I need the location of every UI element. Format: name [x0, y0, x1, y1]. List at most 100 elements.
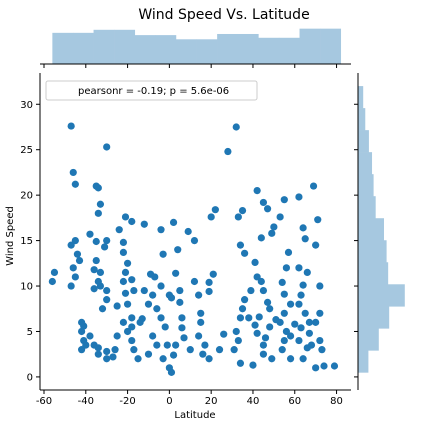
- scatter-point: [312, 364, 320, 372]
- scatter-point: [101, 243, 109, 251]
- scatter-point: [316, 309, 324, 317]
- scatter-point: [69, 264, 77, 272]
- y-hist-bar: [358, 306, 390, 329]
- scatter-point: [103, 355, 111, 363]
- scatter-point: [320, 362, 328, 370]
- scatter-point: [259, 198, 268, 207]
- scatter-point: [103, 143, 111, 151]
- scatter-point: [159, 355, 167, 363]
- scatter-point: [75, 256, 84, 265]
- scatter-point: [309, 182, 318, 190]
- scatter-point: [238, 206, 247, 215]
- y-hist-bar: [358, 196, 376, 219]
- scatter-point: [211, 206, 219, 214]
- scatter-point: [207, 213, 215, 221]
- scatter-point: [123, 327, 132, 336]
- y-tick-label: 25: [20, 145, 33, 156]
- x-hist-bar: [237, 33, 259, 64]
- x-tick-label: 40: [247, 396, 260, 407]
- chart-title: Wind Speed Vs. Latitude: [138, 7, 309, 23]
- y-hist-bar: [358, 152, 373, 175]
- scatter-point: [251, 321, 259, 329]
- scatter-point: [80, 322, 88, 330]
- scatter-point: [90, 266, 98, 274]
- scatter-point: [172, 341, 180, 349]
- scatter-point: [295, 336, 303, 345]
- scatter-point: [286, 355, 295, 363]
- scatter-point: [266, 305, 274, 313]
- scatter-point: [121, 289, 130, 297]
- scatter-point: [128, 314, 136, 322]
- scatter-point: [169, 351, 178, 359]
- scatter-point: [268, 229, 276, 237]
- y-hist-bar: [358, 350, 369, 373]
- y-tick-label: 5: [27, 327, 33, 338]
- scatter-point: [121, 213, 130, 221]
- scatter-point: [123, 300, 132, 308]
- scatter-point: [268, 355, 276, 363]
- scatter-point: [149, 332, 157, 340]
- y-tick-label: 15: [20, 236, 33, 247]
- scatter-point: [96, 282, 105, 290]
- scatter-point: [195, 332, 203, 340]
- scatter-point: [261, 334, 270, 342]
- x-hist-bar: [217, 33, 239, 64]
- scatter-point: [90, 285, 98, 293]
- scatter-point: [305, 329, 313, 337]
- scatter-point: [297, 291, 305, 299]
- scatter-point: [151, 273, 159, 281]
- scatter-point: [238, 305, 247, 313]
- scatter-point: [215, 346, 224, 354]
- scatter-point: [257, 234, 265, 242]
- scatter-points: [48, 85, 339, 376]
- scatter-point: [140, 286, 148, 295]
- scatter-point: [109, 353, 117, 361]
- scatter-point: [103, 236, 111, 245]
- scatter-point: [291, 320, 299, 328]
- y-tick-label: 0: [27, 372, 33, 383]
- y-hist-bar: [358, 86, 364, 109]
- legend-annotation: pearsonr = -0.19; p = 5.6e-06: [78, 86, 229, 97]
- scatter-point: [180, 334, 188, 342]
- scatter-point: [172, 269, 180, 277]
- scatter-point: [278, 278, 286, 286]
- y-hist-bar: [358, 130, 369, 153]
- scatter-point: [234, 213, 242, 221]
- scatter-point: [307, 341, 316, 349]
- scatter-point: [236, 314, 245, 322]
- y-hist-bar: [358, 262, 389, 285]
- scatter-point: [71, 236, 79, 245]
- scatter-point: [276, 213, 284, 221]
- scatter-point: [82, 341, 90, 349]
- scatter-point: [94, 209, 102, 217]
- y-hist-bar: [358, 240, 387, 263]
- scatter-point: [284, 248, 293, 257]
- scatter-point: [134, 355, 142, 363]
- scatter-point: [103, 347, 111, 356]
- scatter-point: [96, 268, 105, 276]
- y-hist-bar: [358, 108, 366, 131]
- scatter-point: [103, 286, 111, 295]
- scatter-point: [167, 294, 176, 302]
- scatter-point: [169, 218, 178, 227]
- scatter-point: [190, 277, 199, 286]
- scatter-point: [251, 258, 259, 266]
- scatter-point: [128, 276, 136, 284]
- y-hist-bar: [358, 284, 405, 307]
- scatter-point: [119, 248, 128, 257]
- scatter-point: [98, 305, 107, 313]
- x-tick-label: 60: [288, 396, 301, 407]
- scatter-point: [144, 350, 153, 358]
- scatter-point: [153, 341, 161, 349]
- scatter-point: [312, 318, 320, 326]
- scatter-point: [330, 362, 339, 370]
- scatter-point: [178, 314, 186, 322]
- scatter-point: [149, 291, 157, 299]
- scatter-point: [71, 273, 79, 281]
- scatter-point: [176, 286, 184, 295]
- scatter-point: [286, 332, 295, 340]
- scatter-point: [205, 278, 213, 286]
- scatter-point: [174, 246, 182, 254]
- scatter-point: [96, 200, 105, 208]
- x-tick-label: -60: [36, 396, 52, 407]
